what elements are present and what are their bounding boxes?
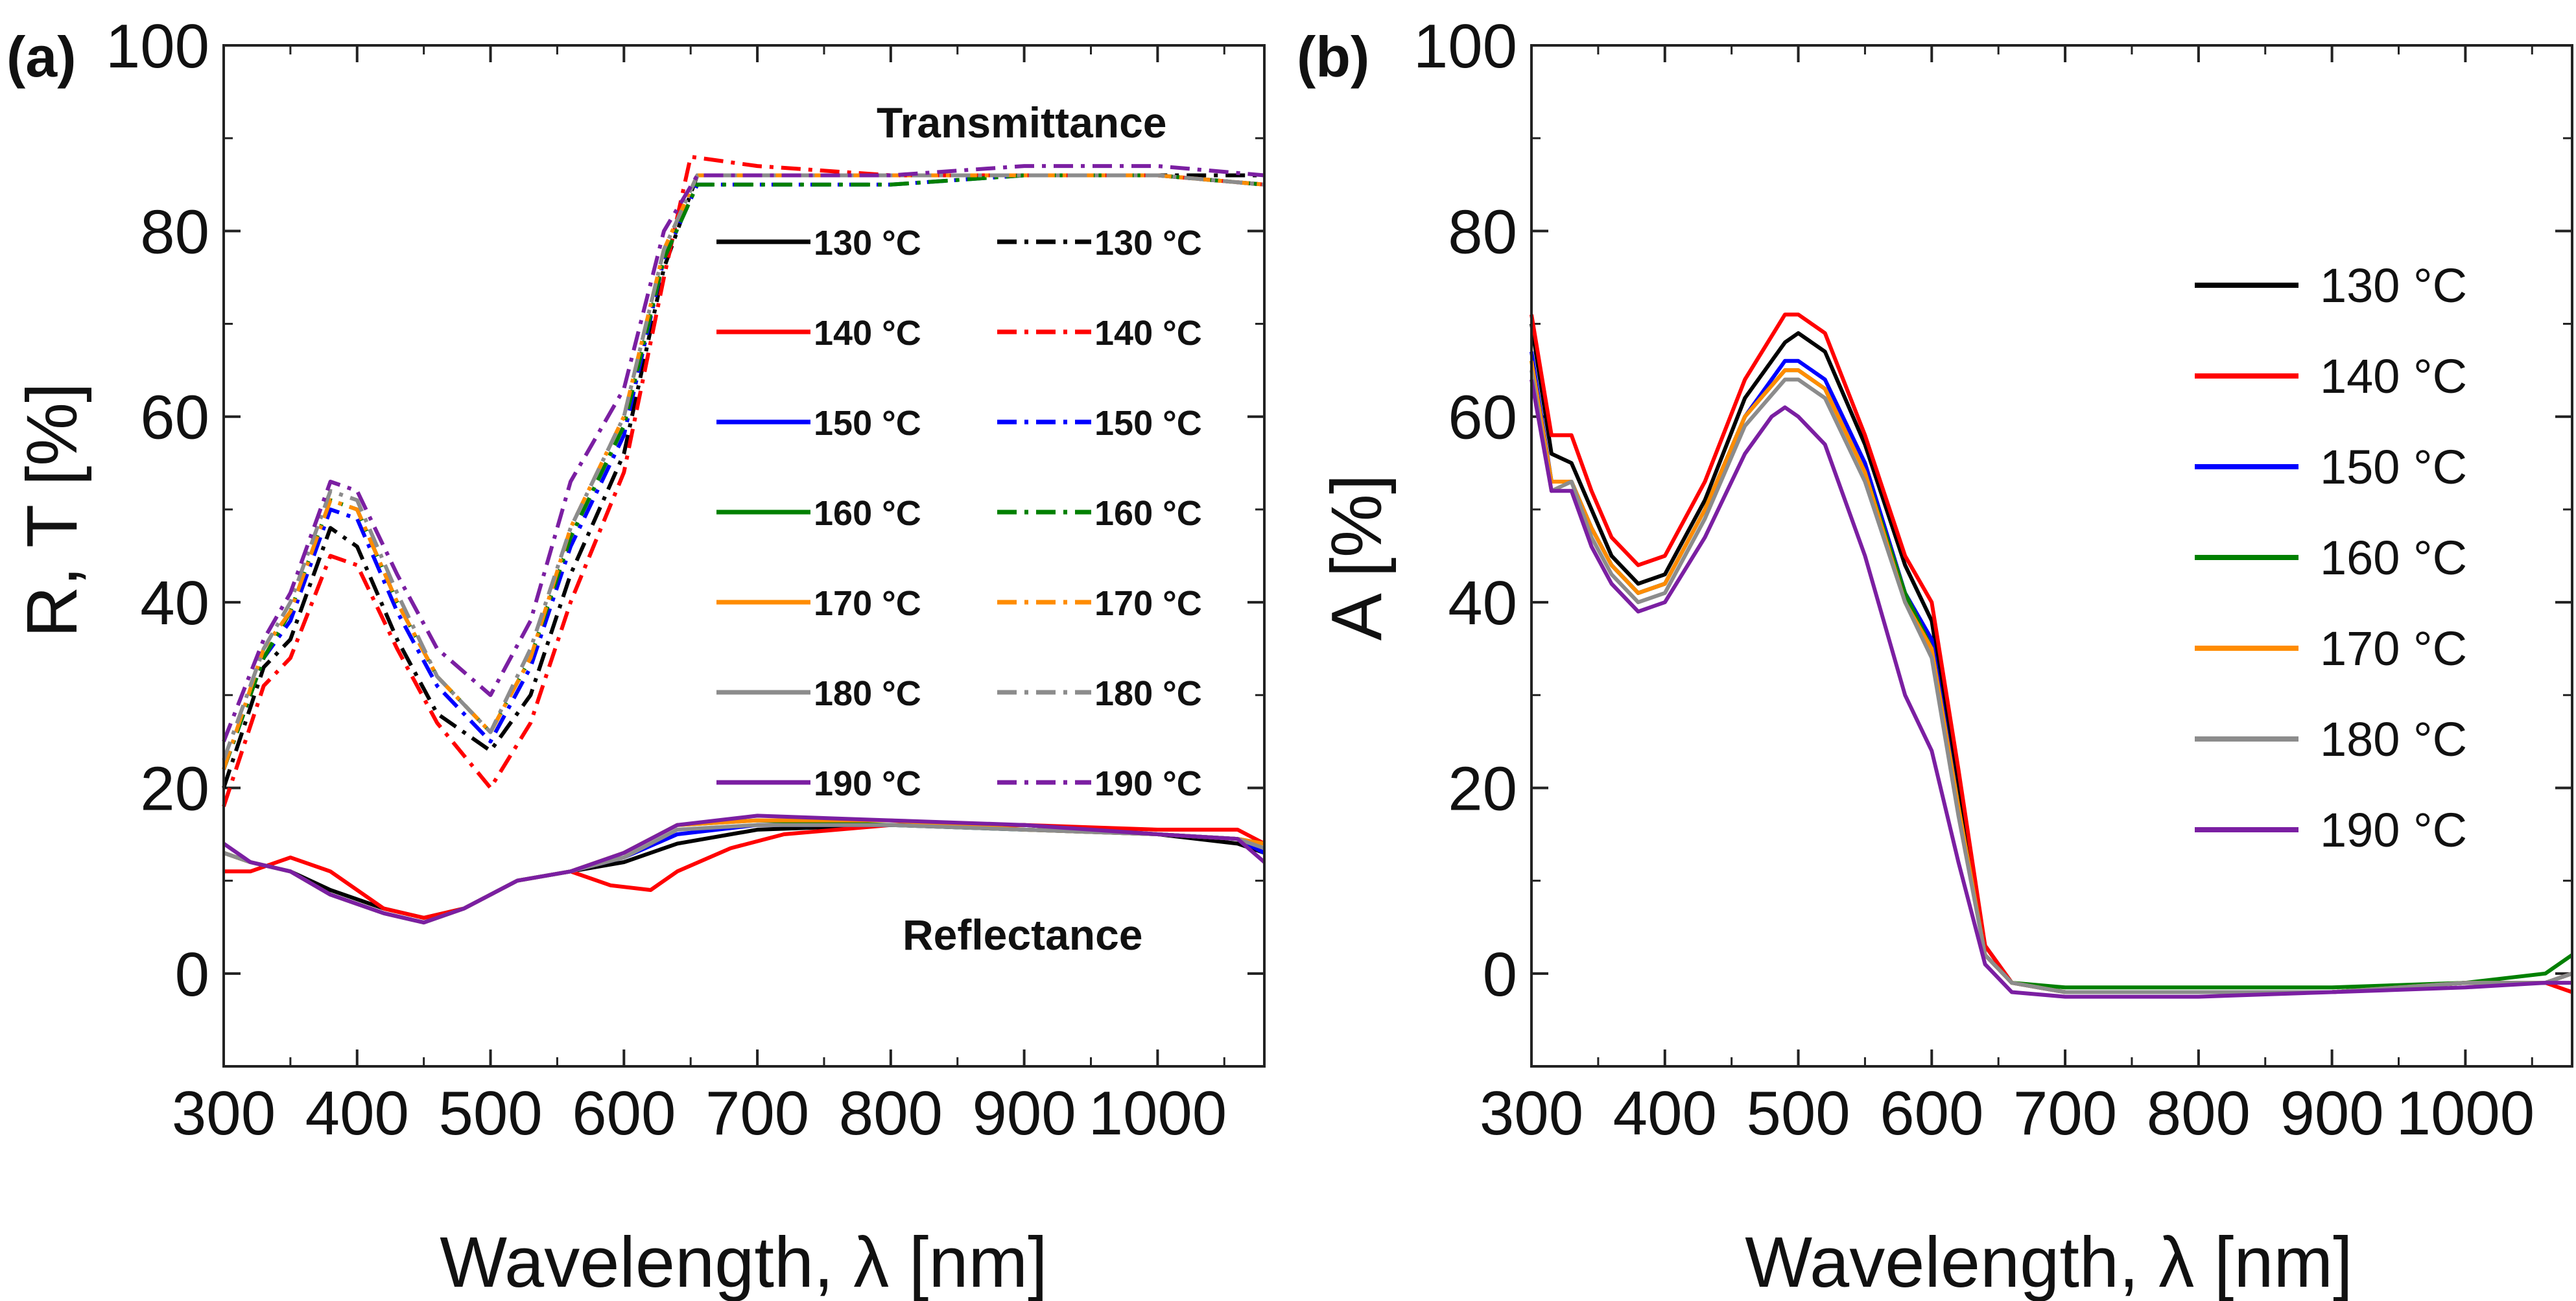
legend-label: 180 °C — [814, 674, 921, 713]
y-tick-label: 100 — [1413, 12, 1517, 81]
legend-label: 150 °C — [1094, 404, 1202, 443]
transmittance-line-180 — [222, 173, 1265, 761]
x-tick-label: 1000 — [2396, 1079, 2535, 1148]
transmittance-line-130 — [222, 173, 1264, 789]
x-tick-label: 700 — [2013, 1079, 2117, 1148]
legend-label: 190 °C — [1094, 764, 1202, 803]
y-tick-label: 80 — [140, 197, 209, 266]
x-tick-label: 300 — [172, 1079, 276, 1148]
y-tick-label: 100 — [106, 12, 209, 81]
x-tick-label: 300 — [1480, 1079, 1583, 1148]
panel-a-frame — [222, 44, 1266, 1068]
y-tick-label: 40 — [1448, 568, 1517, 638]
transmittance-annotation: Transmittance — [877, 99, 1167, 147]
absorbance-line-180 — [1530, 369, 2573, 994]
x-tick-label: 700 — [705, 1079, 809, 1148]
y-tick-label: 20 — [1448, 754, 1517, 823]
transmittance-line-190 — [222, 164, 1265, 742]
legend-label: 130 °C — [814, 224, 921, 263]
legend-label: 150 °C — [814, 404, 921, 443]
panel-b-x-axis-title: Wavelength, λ [nm] — [1745, 1223, 2352, 1301]
x-tick-label: 1000 — [1089, 1079, 1227, 1148]
panel-a-label: (a) — [6, 25, 77, 89]
y-tick-label: 0 — [1483, 940, 1517, 1009]
legend-label: 140 °C — [2320, 349, 2467, 403]
legend-label: 130 °C — [1094, 224, 1202, 263]
x-tick-label: 900 — [973, 1079, 1076, 1148]
x-tick-label: 800 — [839, 1079, 943, 1148]
panel-a-y-axis-title: R, T [%] — [12, 382, 92, 637]
legend-label: 130 °C — [2320, 259, 2467, 312]
y-tick-label: 60 — [140, 383, 209, 452]
x-tick-label: 900 — [2280, 1079, 2384, 1148]
x-tick-label: 400 — [305, 1079, 409, 1148]
transmittance-line-150 — [222, 173, 1265, 770]
x-tick-label: 500 — [438, 1079, 542, 1148]
legend-label: 180 °C — [2320, 712, 2467, 766]
panel-a-legend: 130 °C 140 °C 150 °C 160 °C 170 °C 180 °C 190 … — [716, 224, 1202, 803]
x-tick-label: 600 — [572, 1079, 676, 1148]
x-tick-label: 600 — [1880, 1079, 1983, 1148]
legend-label: 170 °C — [1094, 584, 1202, 623]
legend-label: 140 °C — [1094, 314, 1202, 353]
x-tick-label: 400 — [1613, 1079, 1717, 1148]
panel-b-lines — [1530, 312, 2573, 999]
panel-a: (a) 300 400 500 600 700 800 900 1000 0 20 40 60 80 1… — [6, 12, 1266, 1301]
panel-a-x-tick-labels: 300 400 500 600 700 800 900 1000 — [172, 1079, 1227, 1148]
y-tick-label: 40 — [140, 568, 209, 638]
y-tick-label: 20 — [140, 754, 209, 823]
legend-label: 140 °C — [814, 314, 921, 353]
panel-b-y-tick-labels: 0 20 40 60 80 100 — [1413, 12, 1517, 1009]
y-tick-label: 0 — [175, 940, 209, 1009]
legend-label: 160 °C — [2320, 531, 2467, 585]
panel-b-legend: 130 °C 140 °C 150 °C 160 °C 170 °C 180 °C 190 … — [2195, 259, 2467, 857]
legend-label: 170 °C — [2320, 622, 2467, 675]
absorbance-line-190 — [1530, 379, 2572, 999]
reflectance-line-190 — [222, 814, 1266, 925]
legend-label: 170 °C — [814, 584, 921, 623]
panel-b-y-axis-title: A [%] — [1317, 475, 1397, 641]
legend-label: 190 °C — [2320, 803, 2467, 857]
panel-b: (b) 300 400 500 600 700 800 900 1000 0 20 40 60 80 1… — [1297, 12, 2573, 1301]
reflectance-line-140 — [224, 823, 1266, 920]
y-tick-label: 80 — [1448, 197, 1517, 266]
y-tick-label: 60 — [1448, 383, 1517, 452]
legend-label: 160 °C — [814, 494, 921, 533]
reflectance-annotation: Reflectance — [903, 911, 1143, 959]
legend-label: 180 °C — [1094, 674, 1202, 713]
legend-label: 150 °C — [2320, 440, 2467, 494]
panel-a-y-tick-labels: 0 20 40 60 80 100 — [106, 12, 209, 1009]
panel-a-ticks — [222, 44, 1264, 1068]
panel-b-frame — [1530, 44, 2573, 1068]
panel-a-lines — [222, 154, 1266, 925]
x-tick-label: 500 — [1746, 1079, 1850, 1148]
legend-label: 160 °C — [1094, 494, 1202, 533]
legend-label: 190 °C — [814, 764, 921, 803]
x-tick-label: 800 — [2147, 1079, 2251, 1148]
panel-b-label: (b) — [1297, 25, 1369, 89]
panel-a-x-axis-title: Wavelength, λ [nm] — [440, 1223, 1047, 1301]
panel-b-x-tick-labels: 300 400 500 600 700 800 900 1000 — [1480, 1079, 2535, 1148]
